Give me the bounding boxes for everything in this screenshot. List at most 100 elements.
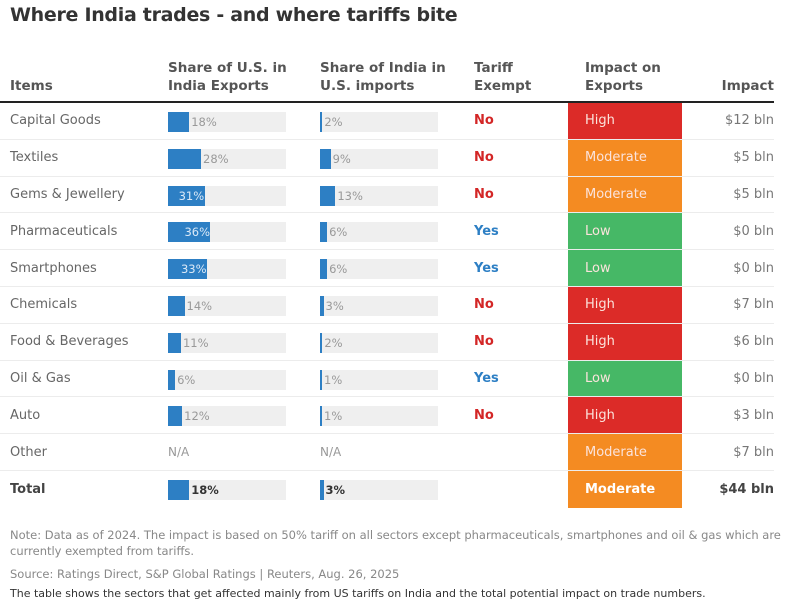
share-india-bar-label: 9% — [332, 151, 351, 166]
share-us-bar-label: 6% — [177, 372, 196, 387]
header-share-us: Share of U.S. in India Exports — [168, 60, 287, 94]
share-us-bar-label: 18% — [191, 482, 219, 497]
table-row: Smartphones 33% 6% Yes Low $0 bln — [0, 250, 774, 287]
impact-value: $7 bln — [733, 297, 774, 313]
impact-level-badge: High — [568, 397, 682, 434]
share-us-bar-track: 18% — [168, 479, 286, 500]
share-india-bar-track: 2% — [320, 112, 438, 132]
share-us-bar-label: 36% — [184, 225, 211, 240]
share-india-bar-track: 9% — [320, 148, 438, 169]
impact-value: $0 bln — [733, 223, 774, 239]
share-india-bar-label: 3% — [325, 482, 346, 497]
share-us-bar-label: 12% — [184, 409, 210, 424]
table-row: Capital Goods 18% 2% No High $12 bln — [0, 103, 774, 140]
share-india-bar-track: 1% — [320, 406, 438, 427]
tariff-exempt-value: No — [474, 407, 494, 423]
share-india-bar-track: 13% — [320, 185, 438, 206]
share-us-bar-label: 14% — [186, 298, 213, 313]
share-us-bar-track: 28% — [168, 148, 286, 169]
share-india-bar-label: 6% — [329, 225, 348, 240]
share-us-bar-fill — [168, 259, 207, 280]
table-row: Chemicals 14% 3% No High $7 bln — [0, 286, 774, 324]
tariff-exempt-value: Yes — [474, 370, 499, 386]
tariff-exempt-value: No — [474, 186, 494, 202]
item-name: Chemicals — [10, 297, 78, 313]
impact-value: $7 bln — [733, 444, 774, 460]
share-india-bar-fill — [320, 369, 322, 390]
share-us-bar-label: 28% — [203, 151, 229, 166]
impact-level-badge: High — [568, 323, 682, 360]
share-us-bar-fill — [168, 332, 181, 353]
header-impact-on-exports: Impact on Exports — [585, 60, 661, 94]
impact-level-badge: High — [568, 103, 682, 139]
share-india-bar-fill — [320, 222, 328, 243]
share-india-bar-fill — [320, 479, 324, 500]
share-us-bar-label: 33% — [180, 262, 207, 277]
table-row: Food & Beverages 11% 2% No High $6 bln — [0, 323, 774, 361]
impact-value: $5 bln — [733, 150, 774, 166]
share-us-bar-track: 6% — [168, 369, 286, 390]
impact-value: $44 bln — [719, 481, 774, 497]
share-us-bar-track: 14% — [168, 295, 286, 316]
share-us-bar-na: N/A — [168, 445, 190, 460]
share-us-bar-track: 18% — [168, 112, 286, 132]
share-india-bar-fill — [320, 185, 336, 206]
item-name: Other — [10, 444, 47, 460]
table-row: Other N/A N/A Moderate $7 bln — [0, 434, 774, 471]
share-us-bar-fill — [168, 406, 183, 427]
impact-level-badge: High — [568, 286, 682, 323]
impact-value: $0 bln — [733, 370, 774, 386]
share-india-bar-fill — [320, 295, 324, 316]
table-row: Oil & Gas 6% 1% Yes Low $0 bln — [0, 360, 774, 398]
share-india-bar-label: 1% — [324, 409, 343, 424]
data-table: Capital Goods 18% 2% No High $12 bln Textiles 2… — [0, 103, 774, 508]
table-row: Gems & Jewellery 31% 13% No Moderate $5 bln — [0, 176, 774, 214]
tariff-exempt-value: No — [474, 297, 494, 313]
share-india-bar-label: 2% — [324, 335, 343, 350]
impact-level-badge: Low — [568, 360, 682, 397]
tariff-exempt-value: No — [474, 150, 494, 166]
share-india-bar-track: 2% — [320, 332, 438, 353]
header-items: Items — [10, 78, 53, 94]
tariff-exempt-value: Yes — [474, 260, 499, 276]
share-us-bar-fill — [168, 148, 202, 169]
tariff-exempt-value: Yes — [474, 223, 499, 239]
share-us-bar-label: 31% — [178, 188, 205, 203]
header-divider — [0, 101, 774, 103]
share-india-bar-label: 13% — [337, 188, 363, 203]
tariff-exempt-value: No — [474, 334, 494, 350]
impact-value: $0 bln — [733, 260, 774, 276]
impact-level-badge: Low — [568, 213, 682, 250]
tariff-exempt-value: No — [474, 113, 494, 129]
share-us-bar-fill — [168, 369, 176, 390]
header-share-india: Share of India in U.S. imports — [320, 60, 446, 94]
impact-level-badge: Moderate — [568, 470, 682, 508]
share-india-bar-track: 1% — [320, 369, 438, 390]
share-india-bar-na: N/A — [320, 445, 342, 460]
item-name: Textiles — [10, 150, 59, 166]
share-us-bar-fill — [168, 295, 185, 316]
share-india-bar-label: 3% — [325, 298, 344, 313]
share-us-bar-track: 31% — [168, 185, 286, 206]
item-name: Food & Beverages — [10, 334, 129, 350]
table-row: Pharmaceuticals 36% 6% Yes Low $0 bln — [0, 213, 774, 251]
header-tariff-exempt: Tariff Exempt — [474, 60, 532, 94]
share-india-bar-track: 3% — [320, 479, 438, 500]
impact-level-badge: Moderate — [568, 139, 682, 176]
share-india-bar-fill — [320, 148, 331, 169]
share-us-bar-label: 18% — [191, 115, 217, 129]
impact-level-badge: Low — [568, 250, 682, 286]
share-us-bar-fill — [168, 112, 190, 132]
item-name: Auto — [10, 407, 41, 423]
share-us-bar-track: 36% — [168, 222, 286, 243]
table-total-row: Total 18% 3% Moderate $44 bln — [0, 470, 774, 508]
share-us-bar-track: 11% — [168, 332, 286, 353]
header-impact: Impact — [721, 78, 774, 94]
share-us-bar-fill — [168, 479, 190, 500]
share-us-bar-fill — [168, 222, 211, 243]
share-us-bar-track: 12% — [168, 406, 286, 427]
share-india-bar-label: 2% — [324, 115, 343, 129]
share-india-bar-track: 3% — [320, 295, 438, 316]
table-row: Auto 12% 1% No High $3 bln — [0, 397, 774, 435]
table-row: Textiles 28% 9% No Moderate $5 bln — [0, 139, 774, 177]
